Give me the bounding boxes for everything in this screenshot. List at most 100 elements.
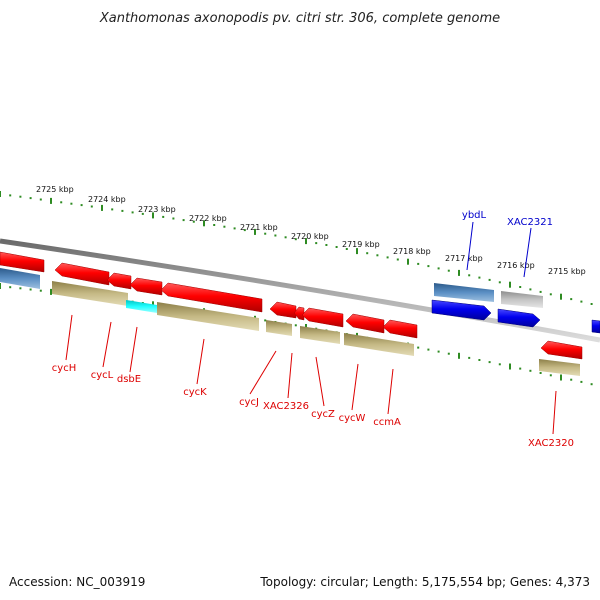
scale-minor-tick — [335, 246, 338, 248]
gene-label-XAC2320[interactable]: XAC2320 — [528, 438, 574, 449]
scale-minor-tick — [29, 288, 32, 291]
steelblue-bar-ybdL[interactable] — [434, 283, 494, 302]
scale-minor-tick — [243, 229, 246, 232]
gene-label-cycJ[interactable]: cycJ — [239, 397, 259, 408]
scale-minor-tick — [70, 202, 73, 205]
gene-label-cycH[interactable]: cycH — [52, 363, 76, 374]
scale-minor-tick — [60, 201, 63, 204]
scale-minor-tick — [264, 319, 267, 322]
gene-arrow-cycL[interactable] — [106, 272, 132, 290]
scale-minor-tick — [294, 324, 297, 327]
scale-minor-tick — [590, 383, 593, 386]
gene-label-cycL[interactable]: cycL — [91, 370, 114, 381]
scale-minor-tick — [376, 254, 379, 257]
scale-minor-tick — [488, 361, 491, 364]
cyan-bar-dsbE[interactable] — [126, 300, 157, 313]
scale-minor-tick — [131, 211, 134, 214]
khaki-bar-cycK[interactable] — [157, 302, 259, 331]
scale-minor-tick — [396, 258, 399, 261]
scale-major-tick — [50, 197, 52, 204]
gene-arrow-XAC2321[interactable] — [497, 308, 541, 328]
scale-minor-tick — [539, 290, 542, 293]
scale-major-tick — [152, 212, 154, 219]
scale-minor-tick — [162, 215, 165, 218]
forward-strand-genes — [431, 299, 600, 334]
gene-arrow-cycJ[interactable] — [269, 301, 297, 319]
scale-minor-tick — [478, 276, 481, 279]
scale-minor-tick — [437, 267, 440, 270]
scale-minor-tick — [80, 204, 83, 207]
scale-minor-tick — [529, 288, 532, 291]
scale-minor-tick — [121, 209, 124, 212]
scale-minor-tick — [498, 281, 501, 284]
khaki-bar-XAC2320[interactable] — [539, 359, 580, 376]
scale-minor-tick — [141, 212, 144, 215]
leader-ccmA — [387, 368, 394, 415]
gene-label-XAC2321[interactable]: XAC2321 — [507, 217, 553, 228]
khaki-bar-cycW[interactable] — [344, 333, 414, 356]
scale-major-tick — [101, 204, 103, 211]
gene-arrow[interactable] — [0, 251, 45, 273]
scale-minor-tick — [223, 225, 226, 228]
scale-major-tick — [305, 238, 307, 245]
scale-label-2715: 2715 kbp — [548, 267, 586, 276]
scale-label-2720: 2720 kbp — [291, 232, 329, 241]
gene-arrow-partial[interactable] — [591, 319, 600, 334]
scale-minor-tick — [580, 300, 583, 303]
khaki-bar-cycH[interactable] — [52, 281, 128, 306]
gene-arrow-ccmA[interactable] — [382, 319, 418, 339]
gene-label-cycZ[interactable]: cycZ — [311, 409, 335, 420]
gene-arrow-ybdL[interactable] — [431, 299, 492, 321]
scale-minor-tick — [9, 194, 12, 197]
scale-major-tick — [560, 374, 562, 381]
gene-label-cycW[interactable]: cycW — [339, 413, 366, 424]
scale-minor-tick — [345, 248, 348, 250]
gene-arrow-dsbE[interactable] — [129, 277, 163, 296]
gene-arrow-cycK[interactable] — [160, 282, 263, 313]
khaki-bar-cycJ[interactable] — [266, 320, 292, 336]
scale-minor-tick — [549, 374, 552, 377]
scale-minor-tick — [39, 289, 42, 292]
scale-minor-tick — [264, 232, 267, 235]
scale-major-tick — [509, 363, 511, 370]
reverse-strand-genes — [0, 251, 583, 360]
scale-label-2722: 2722 kbp — [189, 214, 227, 223]
steelblue-bar[interactable] — [0, 268, 40, 289]
gene-label-cycK[interactable]: cycK — [183, 387, 207, 398]
scale-minor-tick — [366, 252, 369, 255]
scale-labels: 2725 kbp 2724 kbp 2723 kbp 2722 kbp 2721… — [36, 185, 586, 276]
scale-minor-tick — [9, 286, 12, 289]
gene-label-ccmA[interactable]: ccmA — [373, 417, 401, 428]
gene-arrow-cycZ[interactable] — [301, 307, 344, 328]
leader-dsbE — [129, 326, 138, 373]
scale-minor-tick — [233, 227, 236, 230]
scale-label-2723: 2723 kbp — [138, 205, 176, 214]
scale-minor-tick — [111, 208, 114, 211]
scale-major-tick — [0, 191, 1, 197]
gene-label-dsbE[interactable]: dsbE — [117, 374, 141, 385]
gene-arrow-cycW[interactable] — [345, 313, 385, 334]
leader-cycW — [351, 363, 359, 411]
leader-cycJ — [249, 350, 277, 395]
scale-label-2725: 2725 kbp — [36, 185, 74, 194]
scale-major-tick — [356, 248, 358, 255]
scale-major-tick — [458, 269, 460, 276]
scale-minor-tick — [19, 195, 22, 198]
scale-minor-tick — [447, 352, 450, 355]
scale-minor-tick — [90, 205, 93, 208]
scale-label-2717: 2717 kbp — [445, 254, 483, 263]
khaki-bar-cycZ[interactable] — [300, 326, 340, 344]
grey-bar-XAC2321[interactable] — [501, 291, 543, 308]
scale-label-2724: 2724 kbp — [88, 195, 126, 204]
gene-label-XAC2326[interactable]: XAC2326 — [263, 401, 309, 412]
scale-major-tick — [203, 220, 205, 227]
scale-major-tick — [560, 293, 562, 300]
scale-minor-tick — [580, 380, 583, 383]
gene-label-ybdL[interactable]: ybdL — [462, 210, 487, 221]
leader-cycZ — [315, 356, 325, 407]
scale-minor-tick — [284, 236, 287, 239]
scale-minor-tick — [427, 348, 430, 351]
gene-arrow-cycH[interactable] — [54, 262, 110, 286]
gene-arrow-XAC2320[interactable] — [540, 340, 583, 360]
